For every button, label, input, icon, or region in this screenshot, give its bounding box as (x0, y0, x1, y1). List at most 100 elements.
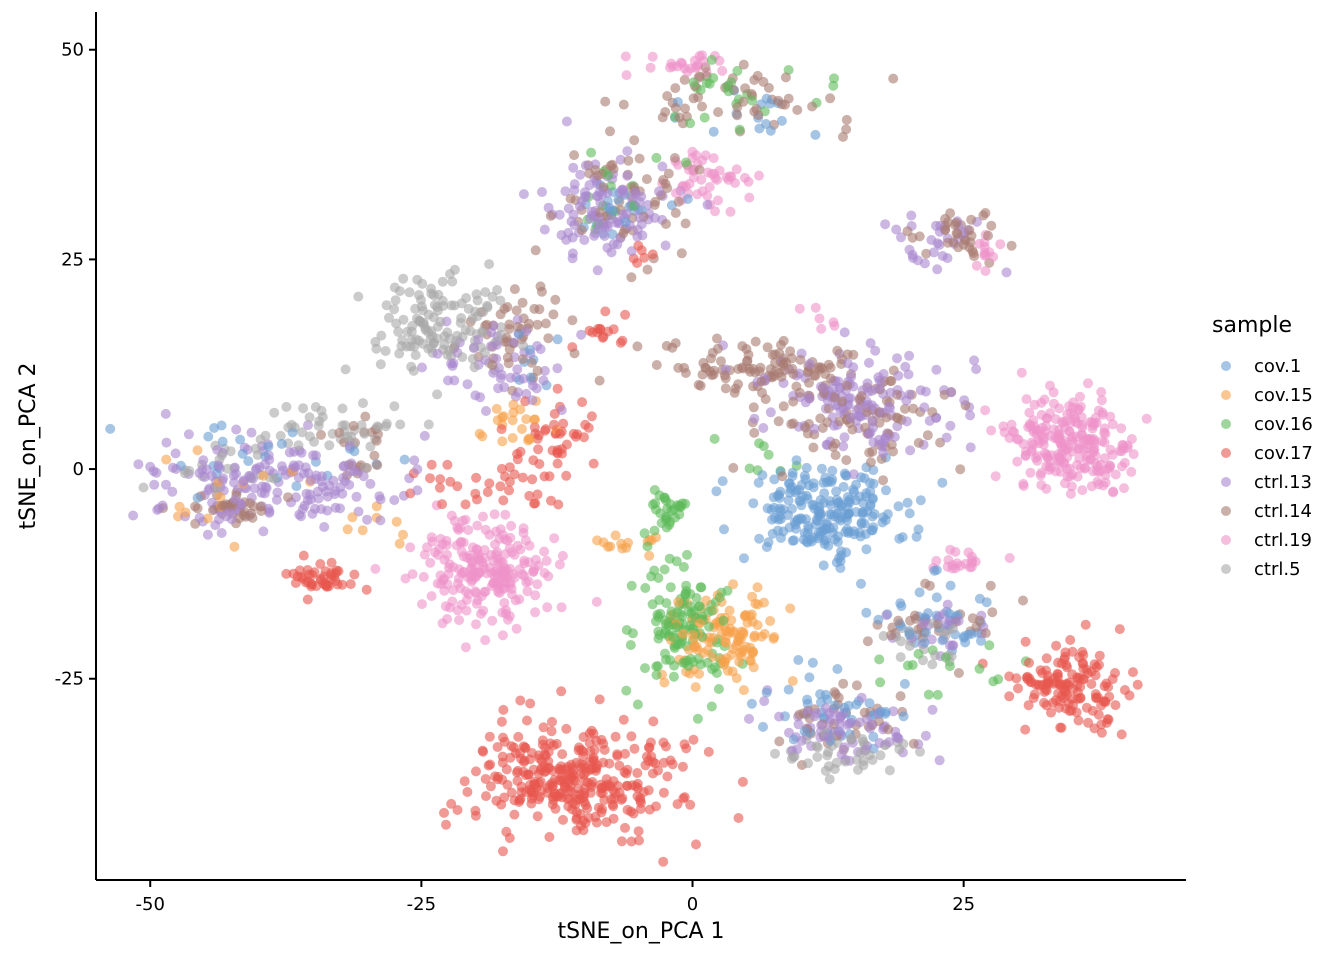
data-point (642, 264, 653, 275)
data-point (472, 494, 482, 505)
data-point (825, 714, 836, 725)
data-point (632, 341, 643, 352)
data-point (769, 474, 780, 485)
data-point (831, 486, 842, 497)
data-point (505, 579, 516, 590)
data-point (160, 408, 171, 419)
data-point (620, 217, 631, 227)
data-point (1102, 464, 1113, 475)
data-point (1126, 434, 1137, 444)
data-point (788, 369, 799, 379)
data-point (813, 533, 824, 544)
data-point (194, 512, 205, 523)
data-point (801, 536, 812, 547)
data-point (576, 225, 587, 236)
data-point (534, 459, 545, 469)
data-point (592, 265, 603, 276)
data-point (1072, 471, 1083, 482)
data-point (950, 546, 961, 557)
data-point (868, 522, 879, 533)
data-point (504, 543, 515, 554)
data-point (748, 647, 759, 657)
data-point (362, 514, 373, 525)
data-point (565, 193, 576, 204)
data-point (489, 509, 500, 520)
data-point (532, 365, 543, 376)
data-point (296, 511, 306, 522)
data-point (494, 533, 505, 544)
data-point (1018, 478, 1029, 489)
data-point (874, 738, 885, 748)
data-point (622, 146, 633, 157)
data-point (662, 183, 673, 194)
data-point (640, 583, 651, 593)
data-point (319, 522, 330, 532)
data-point (479, 545, 490, 555)
data-point (330, 502, 341, 513)
data-point (369, 450, 380, 461)
data-point (1056, 658, 1067, 669)
data-point (804, 393, 815, 404)
data-point (921, 248, 932, 259)
data-point (237, 448, 248, 459)
data-point (651, 360, 662, 370)
data-point (1107, 674, 1118, 685)
data-point (759, 628, 770, 639)
data-point (682, 194, 693, 204)
data-point (774, 736, 785, 747)
data-point (183, 429, 194, 440)
data-point (303, 420, 313, 431)
data-point (628, 808, 639, 819)
data-point (458, 537, 469, 548)
data-point (796, 514, 807, 525)
data-point (803, 523, 814, 534)
data-point (1092, 476, 1103, 487)
data-point (714, 165, 725, 176)
data-point (1039, 432, 1049, 443)
data-point (923, 689, 934, 700)
data-point (533, 430, 544, 441)
data-point (197, 464, 208, 475)
data-point (1028, 693, 1039, 703)
data-point (667, 759, 678, 770)
data-point (762, 342, 773, 353)
data-point (659, 677, 670, 688)
data-point (515, 748, 525, 759)
data-point (517, 354, 528, 365)
data-point (580, 160, 591, 171)
data-point (758, 721, 768, 732)
data-point (669, 660, 680, 671)
x-axis-title: tSNE_on_PCA 1 (557, 919, 724, 944)
data-point (733, 379, 744, 390)
data-point (365, 478, 376, 489)
data-point (271, 494, 282, 505)
data-point (569, 775, 580, 786)
data-point (502, 302, 513, 312)
data-point (1048, 678, 1059, 689)
data-point (439, 339, 450, 350)
data-point (647, 51, 658, 62)
data-point (979, 250, 990, 261)
data-point (787, 471, 798, 482)
data-point (1128, 667, 1138, 678)
data-point (1054, 452, 1065, 462)
data-point (1096, 387, 1107, 397)
data-point (389, 282, 400, 293)
data-point (479, 563, 490, 574)
data-point (867, 385, 878, 396)
data-point (517, 472, 528, 483)
data-point (851, 699, 862, 710)
data-point (694, 618, 705, 629)
data-point (633, 240, 644, 251)
data-point (709, 433, 720, 444)
data-point (438, 301, 449, 311)
data-point (649, 525, 660, 536)
data-point (491, 564, 502, 575)
data-point (643, 742, 654, 753)
data-point (677, 181, 688, 192)
data-point (698, 56, 709, 66)
data-point (414, 335, 424, 346)
data-point (192, 492, 203, 503)
data-point (834, 718, 845, 729)
data-point (484, 259, 495, 270)
